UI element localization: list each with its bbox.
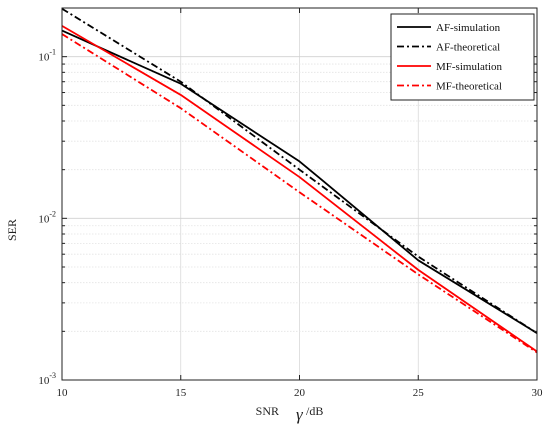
x-tick-label: 20 [294,387,306,399]
x-tick-label: 10 [57,387,69,399]
legend-label: AF-simulation [436,22,501,34]
y-tick-exponent: -1 [49,48,56,57]
y-tick-label: 10-3 [38,371,56,387]
legend-label: MF-theoretical [436,81,502,93]
series-lines [61,7,538,354]
legend-label: MF-simulation [436,61,503,73]
x-tick-label: 30 [532,387,544,399]
axis-ticks [61,7,538,381]
x-tick-label: 15 [175,387,187,399]
x-axis-unit: /dB [306,404,323,418]
y-tick-exponent: -2 [49,209,56,218]
y-tick-label: 10-2 [38,209,56,225]
y-tick-base: 10 [38,52,50,64]
series-line-mf-theoretical [61,33,538,354]
series-line-mf-simulation [61,25,538,353]
series-line-af-simulation [61,29,538,334]
x-tick-label: 25 [413,387,425,399]
y-tick-label: 10-1 [38,48,56,64]
y-axis-label: SER [5,219,19,241]
x-axis-symbol: γ [296,405,304,424]
y-tick-exponent: -3 [49,371,56,380]
y-tick-base: 10 [38,213,50,225]
legend: AF-simulation AF-theoretical MF-simulation… [390,13,535,101]
x-axis-label: SNR [256,404,279,418]
y-tick-base: 10 [38,375,50,387]
series-line-af-theoretical [61,7,538,334]
legend-label: AF-theoretical [436,42,500,54]
